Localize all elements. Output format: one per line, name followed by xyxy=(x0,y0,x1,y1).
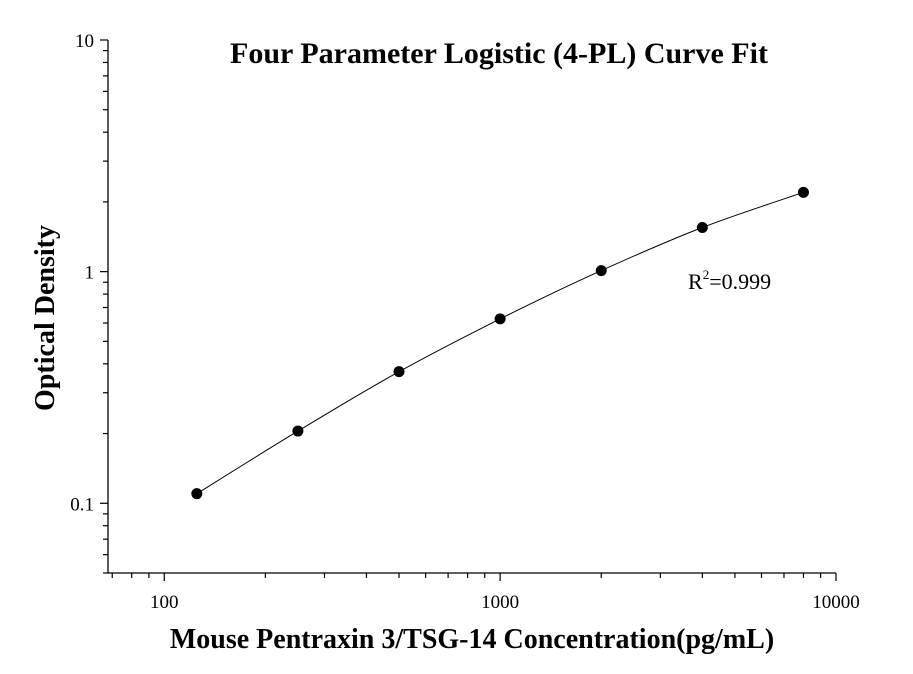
y-axis-label: Optical Density xyxy=(30,225,61,411)
x-axis-label: Mouse Pentraxin 3/TSG-14 Concentration(p… xyxy=(170,624,774,655)
chart-title: Four Parameter Logistic (4-PL) Curve Fit xyxy=(230,37,768,70)
y-tick-label: 1 xyxy=(85,263,95,284)
axes xyxy=(107,40,836,574)
r-squared-sup: 2 xyxy=(703,267,710,282)
x-tick-label: 100 xyxy=(150,592,179,613)
r-squared-value: =0.999 xyxy=(709,269,771,294)
tick-labels: 100 1000 10000 0.1 1 10 xyxy=(70,31,860,613)
data-point xyxy=(696,222,708,234)
r-squared-annotation: R2=0.999 xyxy=(688,267,771,294)
data-point xyxy=(797,186,809,198)
data-point xyxy=(292,425,304,437)
y-tick-label: 10 xyxy=(75,31,94,52)
data-point xyxy=(595,265,607,277)
data-point xyxy=(393,366,405,378)
data-points xyxy=(191,186,809,500)
fit-curve-line xyxy=(196,191,804,495)
y-tick-label: 0.1 xyxy=(70,494,94,515)
data-point xyxy=(494,313,506,325)
data-point xyxy=(191,488,203,500)
ticks xyxy=(100,39,837,581)
x-tick-label: 1000 xyxy=(481,592,519,613)
r-squared-base: R xyxy=(688,269,703,294)
x-tick-label: 10000 xyxy=(812,592,860,613)
